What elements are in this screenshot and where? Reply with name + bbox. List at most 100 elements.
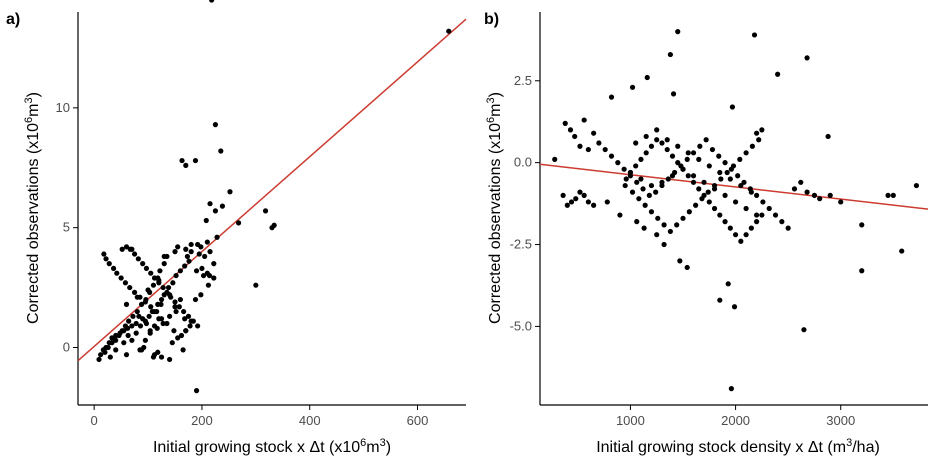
- x-tick-label: 3000: [826, 413, 855, 428]
- data-point: [198, 292, 204, 298]
- data-point: [636, 196, 642, 202]
- data-point: [706, 199, 712, 205]
- data-point: [722, 219, 728, 225]
- data-point: [219, 203, 226, 209]
- data-point: [186, 258, 192, 264]
- data-point: [686, 209, 692, 215]
- y-tick-label: 10: [56, 100, 70, 115]
- data-point: [838, 199, 844, 205]
- data-point: [754, 130, 760, 136]
- data-point: [209, 0, 215, 3]
- data-point: [680, 166, 686, 172]
- data-point: [621, 166, 627, 172]
- data-point: [759, 212, 765, 218]
- data-point: [135, 256, 141, 262]
- data-point: [751, 32, 758, 38]
- data-point: [729, 104, 736, 110]
- data-point: [151, 323, 158, 329]
- data-point: [640, 186, 646, 192]
- data-point: [200, 272, 207, 279]
- data-point: [617, 212, 623, 218]
- data-point: [629, 189, 636, 195]
- data-point: [180, 347, 186, 353]
- data-point: [644, 74, 650, 81]
- data-point: [572, 133, 578, 140]
- data-point: [727, 225, 733, 231]
- data-point: [150, 282, 157, 288]
- data-point: [183, 162, 189, 168]
- data-point: [684, 156, 690, 162]
- y-tick-label: -2.5: [510, 237, 532, 252]
- x-tick-label: 200: [191, 413, 213, 428]
- data-point: [596, 140, 602, 146]
- data-point: [123, 301, 130, 307]
- data-point: [680, 215, 686, 221]
- data-point: [696, 186, 702, 192]
- data-point: [629, 84, 636, 90]
- data-point: [164, 320, 170, 327]
- x-tick-label: 400: [299, 413, 321, 428]
- data-point: [169, 340, 175, 346]
- data-point: [754, 219, 760, 225]
- data-point: [738, 238, 744, 244]
- data-point: [641, 225, 647, 231]
- data-point: [608, 153, 615, 159]
- panel-b-fit-line: [539, 163, 928, 210]
- data-point: [172, 299, 178, 305]
- data-point: [717, 212, 723, 218]
- data-point: [155, 301, 161, 307]
- data-point: [118, 275, 124, 281]
- data-point: [130, 313, 136, 319]
- data-point: [655, 215, 661, 221]
- data-point: [730, 163, 737, 169]
- data-point: [102, 349, 108, 355]
- data-point: [173, 272, 179, 279]
- data-point: [446, 28, 452, 34]
- data-point: [164, 289, 170, 295]
- data-point: [96, 356, 102, 363]
- y-tick-label: 2.5: [514, 73, 532, 88]
- data-point: [825, 133, 831, 140]
- data-point: [732, 199, 739, 205]
- data-point: [732, 232, 739, 238]
- data-point: [205, 282, 212, 288]
- data-point: [142, 337, 148, 343]
- data-point: [122, 323, 129, 329]
- data-point: [140, 261, 146, 267]
- data-point: [181, 308, 187, 315]
- data-point: [859, 268, 865, 274]
- data-point: [235, 220, 242, 226]
- data-point: [706, 163, 712, 169]
- data-point: [177, 296, 183, 303]
- data-point: [743, 205, 749, 212]
- data-point: [187, 323, 193, 329]
- data-point: [602, 146, 608, 153]
- data-point: [137, 323, 144, 329]
- data-point: [176, 304, 182, 310]
- data-point: [684, 264, 690, 271]
- data-point: [573, 196, 579, 202]
- data-point: [859, 222, 865, 228]
- panel-b: b) 1000 2000 3000 2.5 0.0 -2.5 -5.0 Initial gr…: [484, 11, 928, 456]
- data-point: [690, 179, 697, 185]
- data-point: [212, 208, 219, 214]
- data-point: [182, 316, 188, 322]
- data-point: [182, 263, 188, 269]
- data-point: [114, 270, 120, 276]
- data-point: [585, 146, 591, 153]
- data-point: [654, 127, 660, 133]
- data-point: [110, 265, 117, 272]
- data-point: [654, 137, 660, 143]
- data-point: [581, 117, 587, 123]
- data-point: [754, 212, 760, 218]
- data-point: [103, 256, 109, 262]
- data-point: [141, 344, 147, 351]
- data-point: [136, 313, 142, 319]
- data-point: [633, 163, 639, 169]
- data-point: [113, 347, 119, 353]
- data-point: [185, 313, 192, 319]
- data-point: [585, 199, 591, 205]
- data-point: [173, 308, 179, 315]
- data-point: [564, 202, 570, 208]
- data-point: [722, 192, 728, 198]
